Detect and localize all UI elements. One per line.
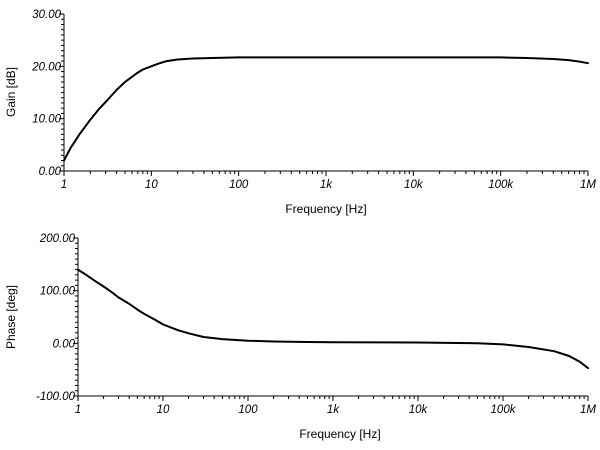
phase-x-tick-label: 10k <box>409 404 429 416</box>
phase-y-tick-label: 0.00 <box>53 338 76 350</box>
gain-x-tick-label: 1k <box>320 179 333 191</box>
gain-y-tick-label: 30.00 <box>32 9 61 21</box>
phase-chart: Phase [deg] Frequency [Hz] -100.00 0.00 10… <box>4 233 596 441</box>
gain-x-tick-label: 1 <box>61 179 67 191</box>
gain-x-tick-label: 1M <box>580 179 596 191</box>
phase-y-tick-label: -100.00 <box>36 391 76 403</box>
gain-y-tick-label: 10.00 <box>32 114 61 126</box>
phase-x-tick-label: 10 <box>157 404 170 416</box>
phase-x-tick-label: 100k <box>491 404 517 416</box>
phase-x-tick-label: 100 <box>238 404 258 416</box>
phase-curve <box>77 268 589 370</box>
gain-y-axis-title: Gain [dB] <box>4 67 18 117</box>
gain-x-tick-label: 100 <box>229 179 249 191</box>
phase-x-tick-label: 1M <box>580 404 596 416</box>
gain-x-axis-title: Frequency [Hz] <box>285 202 366 216</box>
gain-curve <box>63 56 589 162</box>
gain-chart: Gain [dB] Frequency [Hz] 0.00 10.00 20.00 3… <box>4 9 596 216</box>
phase-y-tick-label: 100.00 <box>40 286 76 298</box>
phase-x-axis-title: Frequency [Hz] <box>299 427 380 441</box>
phase-y-tick-label: 200.00 <box>39 233 76 245</box>
phase-x-tick-label: 1 <box>75 404 81 416</box>
phase-y-axis-title: Phase [deg] <box>4 285 18 349</box>
gain-x-tick-label: 10k <box>404 179 424 191</box>
gain-x-tick-label: 100k <box>488 179 514 191</box>
gain-x-tick-label: 10 <box>145 179 158 191</box>
gain-y-tick-label: 0.00 <box>39 166 62 178</box>
phase-x-tick-label: 1k <box>327 404 340 416</box>
gain-y-tick-label: 20.00 <box>31 61 61 73</box>
